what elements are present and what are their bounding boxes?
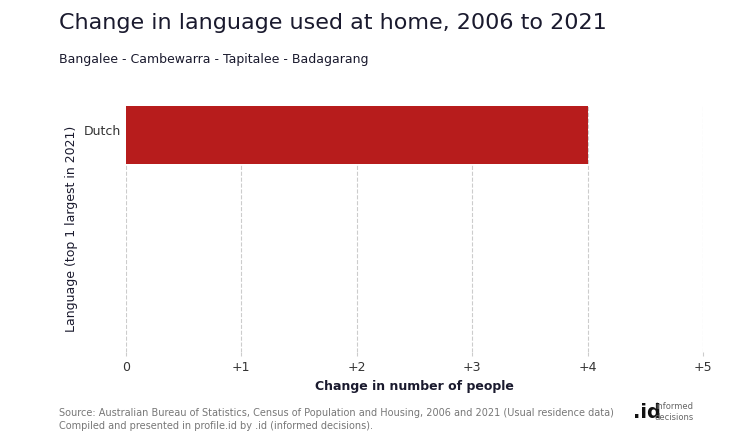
Bar: [126, 96, 588, 164]
Text: Bangalee - Cambewarra - Tapitalee - Badagarang: Bangalee - Cambewarra - Tapitalee - Bada…: [59, 53, 369, 66]
Text: .id: .id: [633, 403, 661, 422]
Text: Change in language used at home, 2006 to 2021: Change in language used at home, 2006 to…: [59, 13, 607, 33]
X-axis label: Change in number of people: Change in number of people: [315, 380, 514, 392]
Text: Source: Australian Bureau of Statistics, Census of Population and Housing, 2006 : Source: Australian Bureau of Statistics,…: [59, 408, 614, 431]
Text: informed
decisions: informed decisions: [655, 402, 694, 422]
Y-axis label: Language (top 1 largest in 2021): Language (top 1 largest in 2021): [65, 126, 78, 332]
